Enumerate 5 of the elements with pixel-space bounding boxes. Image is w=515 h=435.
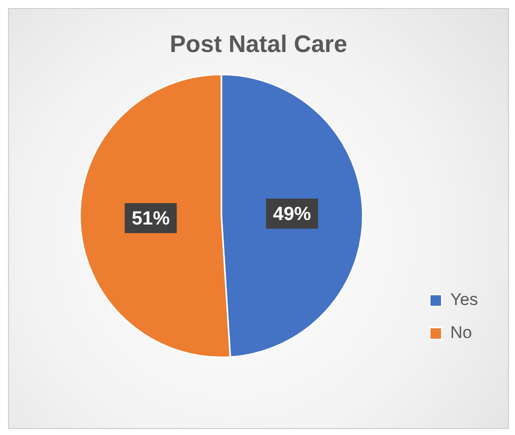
chart-title: Post Natal Care (170, 31, 348, 58)
legend-label: No (450, 323, 472, 342)
legend-label: Yes (450, 290, 478, 310)
data-label: 51% (132, 208, 170, 230)
data-label: 49% (273, 204, 312, 225)
